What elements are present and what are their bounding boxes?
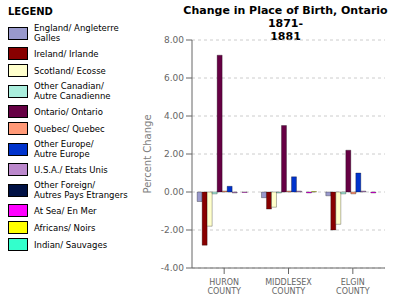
svg-text:2.00: 2.00 xyxy=(164,149,184,159)
html-text:Indian/ Sauvages: Indian/ Sauvages xyxy=(34,239,108,250)
svg-text:8.00: 8.00 xyxy=(164,35,184,45)
svg-text:0.00: 0.00 xyxy=(164,187,184,197)
html-text:U.S.A./ Etats Unis: U.S.A./ Etats Unis xyxy=(34,164,108,175)
html-text:Africans/ Noirs: Africans/ Noirs xyxy=(34,222,96,233)
html-text:Other Canadian/ Autre Canadien: Other Canadian/ Autre Canadienne xyxy=(34,81,111,101)
html-text:Change in Place of Birth, Onta: Change in Place of Birth, Ontario 1871- … xyxy=(183,4,388,43)
svg-text:6.00: 6.00 xyxy=(164,73,184,83)
svg-text:MIDDLESEXCOUNTY: MIDDLESEXCOUNTY xyxy=(265,278,312,296)
svg-text:HURONCOUNTY: HURONCOUNTY xyxy=(207,278,241,296)
html-text:Other Europe/ Autre Europe: Other Europe/ Autre Europe xyxy=(34,139,94,159)
html-text:Other Foreign/ Autres Pays Etr: Other Foreign/ Autres Pays Etrangers xyxy=(34,180,128,200)
html-text:Ireland/ Irlande: Ireland/ Irlande xyxy=(34,48,99,59)
svg-text:4.00: 4.00 xyxy=(164,111,184,121)
html-text:LEGEND: LEGEND xyxy=(8,6,53,17)
html-text:Ontario/ Ontario: Ontario/ Ontario xyxy=(34,106,103,117)
svg-text:Percent Change: Percent Change xyxy=(142,114,153,193)
html-text:Scotland/ Ecosse: Scotland/ Ecosse xyxy=(34,65,106,76)
svg-text:ELGINCOUNTY: ELGINCOUNTY xyxy=(336,278,370,296)
svg-text:-4.00: -4.00 xyxy=(161,263,185,273)
svg-text:-2.00: -2.00 xyxy=(161,225,185,235)
html-text:England/ Angleterre Galles: England/ Angleterre Galles xyxy=(34,23,119,43)
html-text:Quebec/ Quebec: Quebec/ Quebec xyxy=(34,123,105,134)
html-text:At Sea/ En Mer: At Sea/ En Mer xyxy=(34,205,97,216)
